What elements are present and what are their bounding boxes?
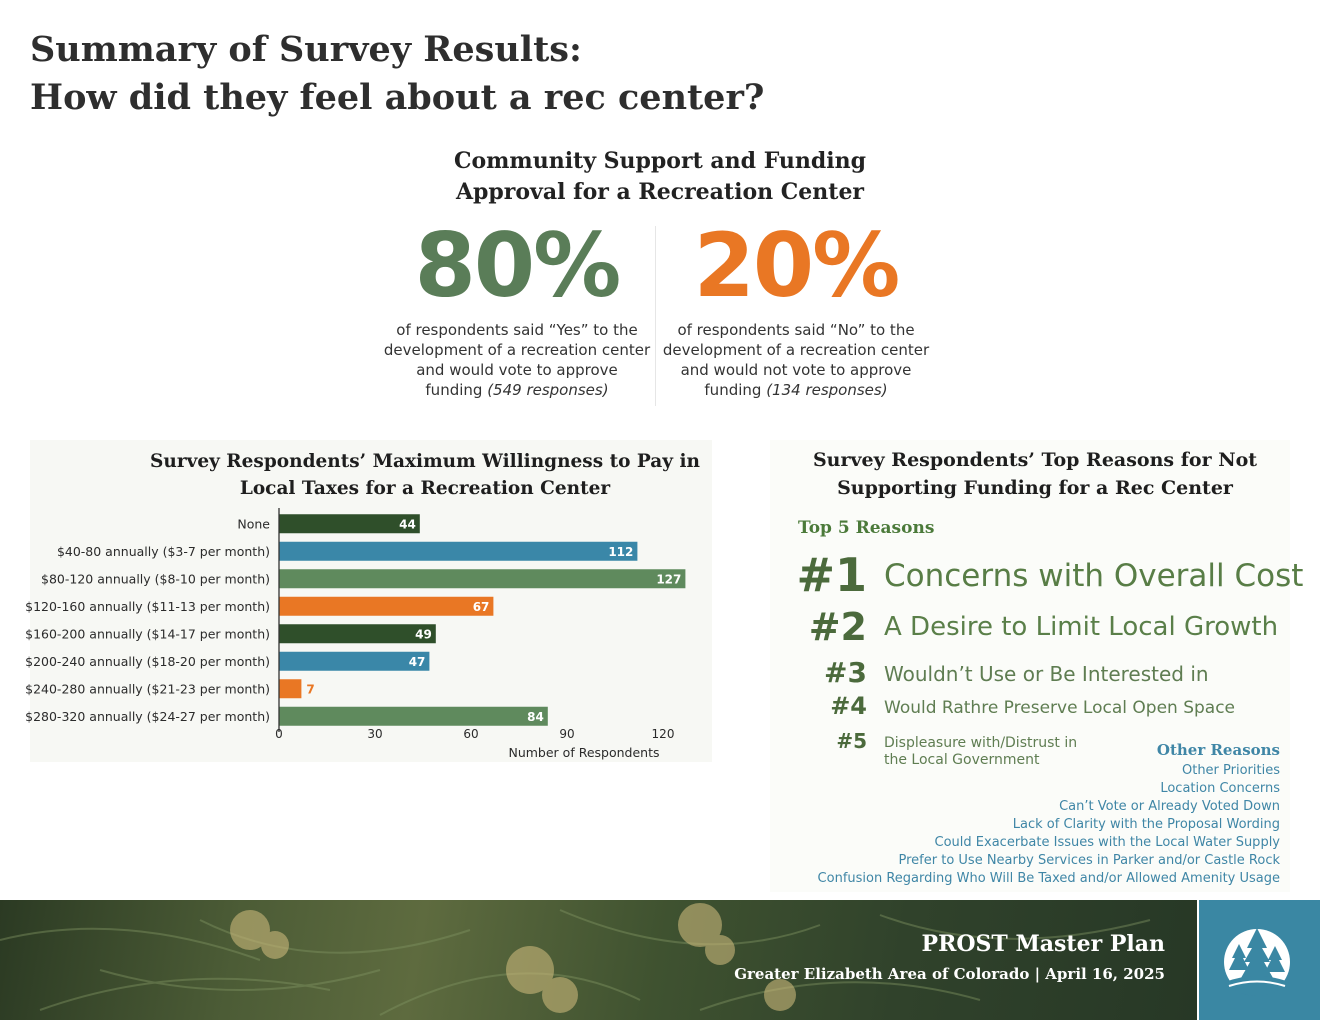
logo-panel [1199,900,1320,1020]
reasons-panel [770,440,1290,892]
other-reason-item: Confusion Regarding Who Will Be Taxed an… [817,871,1280,886]
top5-label: Top 5 Reasons [798,518,935,538]
reason-text-5: Displeasure with/Distrust in the Local G… [884,735,1077,769]
no-desc-line1: of respondents said “No” to the [677,321,915,339]
reason-text-5-line1: Displeasure with/Distrust in [884,735,1078,751]
no-description: of respondents said “No” to the developm… [661,320,931,400]
yes-description: of respondents said “Yes” to the develop… [382,320,652,400]
page-title-line2: How did they feel about a rec center? [30,77,765,118]
footer-foliage-image [0,900,1197,1020]
yes-desc-funding: funding [425,381,483,399]
foliage-pattern [0,903,1151,1016]
support-heading: Community Support and Funding Approval f… [0,146,1320,208]
no-stat: 20% of respondents said “No” to the deve… [661,218,931,400]
no-percent: 20% [693,214,901,317]
chart-title-line1: Survey Respondents’ Maximum Willingness … [150,451,700,472]
support-heading-line1: Community Support and Funding [453,148,867,174]
plan-subtitle: Greater Elizabeth Area of Colorado | Apr… [734,965,1165,983]
reason-rank-5: #5 [836,729,867,753]
trees-circle-logo-icon [1224,928,1290,996]
yes-desc-line4: funding (549 responses) [382,380,652,400]
page-title: Summary of Survey Results: How did they … [30,26,764,122]
other-reason-item: Can’t Vote or Already Voted Down [1059,799,1280,814]
other-reason-item: Location Concerns [1160,781,1280,796]
no-desc-line3: and would not vote to approve [680,361,912,379]
support-heading-line2: Approval for a Recreation Center [455,179,865,205]
yes-desc-line3: and would vote to approve [416,361,618,379]
other-reason-item: Could Exacerbate Issues with the Local W… [934,835,1280,850]
reason-rank-4: #4 [830,692,867,720]
other-reasons-label: Other Reasons [1156,741,1280,759]
footer: PROST Master Plan Greater Elizabeth Area… [0,900,1320,1020]
no-responses: (134 responses) [766,381,888,399]
reasons-heading-line2: Supporting Funding for a Rec Center [837,477,1233,499]
other-reason-item: Other Priorities [1181,763,1280,778]
chart-title: Survey Respondents’ Maximum Willingness … [84,448,766,502]
other-reasons-list: Other Priorities Location Concerns Can’t… [818,762,1280,888]
page-title-line1: Summary of Survey Results: [30,29,582,70]
reason-text-4: Would Rathre Preserve Local Open Space [884,698,1236,718]
no-desc-line4: funding (134 responses) [661,380,931,400]
reason-text-5-line2: the Local Government [884,752,1040,768]
yes-desc-line1: of respondents said “Yes” to the [396,321,638,339]
reason-text-1: Concerns with Overall Cost [884,558,1304,594]
reason-text-3: Wouldn’t Use or Be Interested in [884,662,1209,686]
reason-text-2: A Desire to Limit Local Growth [884,612,1279,642]
yes-stat: 80% of respondents said “Yes” to the dev… [382,218,652,400]
yes-responses: (549 responses) [487,381,609,399]
reason-rank-3: #3 [824,656,867,689]
no-desc-funding: funding [704,381,762,399]
no-desc-line2: development of a recreation center [662,341,930,359]
chart-title-line2: Local Taxes for a Recreation Center [239,478,611,499]
yes-percent: 80% [414,214,622,317]
plan-title: PROST Master Plan [921,931,1165,957]
other-reason-item: Prefer to Use Nearby Services in Parker … [898,853,1280,868]
yes-desc-line2: development of a recreation center [383,341,651,359]
reasons-heading-line1: Survey Respondents’ Top Reasons for Not [812,449,1258,471]
other-reason-item: Lack of Clarity with the Proposal Wordin… [1012,817,1280,832]
reason-rank-1: #1 [796,548,867,602]
reasons-heading: Survey Respondents’ Top Reasons for Not … [770,446,1300,502]
reason-rank-2: #2 [808,605,867,649]
stat-divider [655,226,656,406]
